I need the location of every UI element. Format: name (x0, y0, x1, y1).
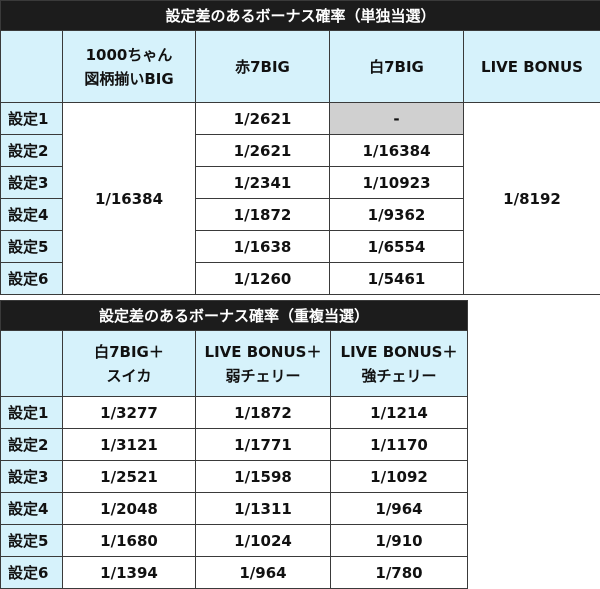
value-cell: 1/1260 (196, 263, 330, 295)
value-cell: 1/1638 (196, 231, 330, 263)
row-label: 設定2 (1, 135, 63, 167)
row-label: 設定5 (1, 525, 63, 557)
table-row: 設定1 1/16384 1/2621 - 1/8192 (1, 103, 600, 135)
value-cell: - (330, 103, 464, 135)
value-cell: 1/10923 (330, 167, 464, 199)
col-header-white7-big: 白7BIG (330, 31, 464, 103)
row-label: 設定6 (1, 263, 63, 295)
row-label: 設定3 (1, 461, 63, 493)
value-cell: 1/2621 (196, 135, 330, 167)
row-label: 設定2 (1, 429, 63, 461)
value-cell: 1/1598 (196, 461, 331, 493)
col-header-live-strong-cherry: LIVE BONUS＋ 強チェリー (331, 331, 468, 397)
row-label: 設定6 (1, 557, 63, 589)
value-cell: 1/3277 (63, 397, 196, 429)
table-row: 設定4 1/2048 1/1311 1/964 (1, 493, 468, 525)
value-cell: 1/1170 (331, 429, 468, 461)
value-cell: 1/1680 (63, 525, 196, 557)
table-row: 設定3 1/2521 1/1598 1/1092 (1, 461, 468, 493)
value-cell: 1/2341 (196, 167, 330, 199)
value-cell: 1/1092 (331, 461, 468, 493)
single-win-bonus-table: 設定差のあるボーナス確率（単独当選） 1000ちゃん 図柄揃いBIG 赤7BIG… (0, 0, 600, 295)
row-label: 設定1 (1, 397, 63, 429)
value-cell: 1/964 (331, 493, 468, 525)
row-label: 設定3 (1, 167, 63, 199)
table-title: 設定差のあるボーナス確率（単独当選） (1, 1, 600, 31)
value-cell: 1/2621 (196, 103, 330, 135)
row-label: 設定1 (1, 103, 63, 135)
table-row: 設定5 1/1680 1/1024 1/910 (1, 525, 468, 557)
corner-cell (1, 31, 63, 103)
value-cell: 1/2521 (63, 461, 196, 493)
col-header-red7-big: 赤7BIG (196, 31, 330, 103)
value-cell: 1/1024 (196, 525, 331, 557)
value-cell: 1/2048 (63, 493, 196, 525)
col-header-live-bonus: LIVE BONUS (464, 31, 600, 103)
table-row: 設定6 1/1394 1/964 1/780 (1, 557, 468, 589)
value-cell: 1/3121 (63, 429, 196, 461)
row-label: 設定5 (1, 231, 63, 263)
overlap-win-bonus-table: 設定差のあるボーナス確率（重複当選） 白7BIG＋ スイカ LIVE BONUS… (0, 300, 468, 589)
table-row: 設定1 1/3277 1/1872 1/1214 (1, 397, 468, 429)
value-cell: 1/1872 (196, 199, 330, 231)
row-label: 設定4 (1, 199, 63, 231)
value-cell: 1/964 (196, 557, 331, 589)
col-header-white7-suika: 白7BIG＋ スイカ (63, 331, 196, 397)
value-cell: 1/1771 (196, 429, 331, 461)
table-title: 設定差のあるボーナス確率（重複当選） (1, 301, 468, 331)
value-cell: 1/9362 (330, 199, 464, 231)
value-cell: 1/910 (331, 525, 468, 557)
value-cell: 1/6554 (330, 231, 464, 263)
col-header-live-weak-cherry: LIVE BONUS＋ 弱チェリー (196, 331, 331, 397)
value-cell: 1/780 (331, 557, 468, 589)
corner-cell (1, 331, 63, 397)
value-cell: 1/16384 (330, 135, 464, 167)
merged-value-live-bonus: 1/8192 (464, 103, 600, 295)
merged-value-1000chan-big: 1/16384 (63, 103, 196, 295)
row-label: 設定4 (1, 493, 63, 525)
col-header-1000chan-big: 1000ちゃん 図柄揃いBIG (63, 31, 196, 103)
value-cell: 1/1872 (196, 397, 331, 429)
table-row: 設定2 1/3121 1/1771 1/1170 (1, 429, 468, 461)
value-cell: 1/1214 (331, 397, 468, 429)
value-cell: 1/1394 (63, 557, 196, 589)
value-cell: 1/1311 (196, 493, 331, 525)
value-cell: 1/5461 (330, 263, 464, 295)
